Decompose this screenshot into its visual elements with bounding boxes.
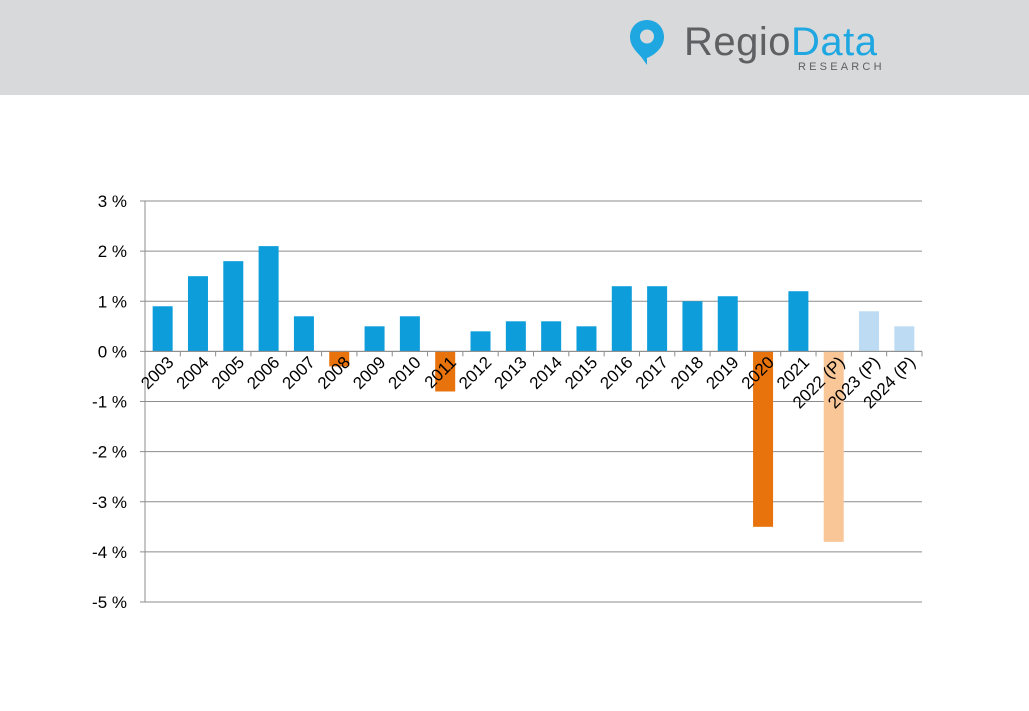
y-tick-label: -3 % — [92, 493, 127, 512]
y-tick-label: 3 % — [98, 192, 127, 211]
bar — [576, 326, 597, 352]
x-tick-label: 2004 — [173, 353, 213, 393]
brand-name: RegioData — [684, 20, 878, 64]
y-tick-label: -5 % — [92, 593, 127, 612]
bar — [329, 351, 350, 367]
bar — [152, 306, 173, 352]
x-tick-label: 2012 — [455, 353, 495, 393]
y-tick-label: -4 % — [92, 543, 127, 562]
bar — [435, 351, 456, 392]
bar — [223, 261, 244, 352]
x-tick-label: 2007 — [279, 353, 319, 393]
y-tick-label: 1 % — [98, 292, 127, 311]
location-pin-icon — [630, 20, 664, 65]
bar — [293, 316, 314, 352]
bar — [823, 351, 844, 542]
bar — [364, 326, 385, 352]
y-tick-label: 2 % — [98, 242, 127, 261]
x-tick-label: 2009 — [349, 353, 389, 393]
y-tick-label: -2 % — [92, 443, 127, 462]
x-tick-label: 2017 — [632, 353, 672, 393]
bar — [470, 331, 491, 352]
brand-name-part2: Data — [791, 20, 878, 64]
bar — [894, 326, 915, 352]
x-tick-label: 2010 — [385, 353, 425, 393]
x-tick-label: 2013 — [490, 353, 530, 393]
x-tick-label: 2014 — [526, 353, 566, 393]
bar — [859, 311, 880, 352]
x-tick-label: 2016 — [596, 353, 636, 393]
brand-subtitle: RESEARCH — [798, 61, 885, 73]
bar — [399, 316, 420, 352]
x-tick-label: 2019 — [702, 353, 742, 393]
header-band — [0, 0, 1029, 95]
x-tick-label: 2005 — [208, 353, 248, 393]
bar — [753, 351, 774, 527]
bar — [788, 291, 809, 352]
x-tick-label: 2006 — [243, 353, 283, 393]
brand-logo: RegioData RESEARCH — [628, 18, 898, 78]
bar — [505, 321, 526, 352]
bar — [187, 276, 208, 352]
y-tick-label: -1 % — [92, 393, 127, 412]
bar — [682, 301, 703, 352]
brand-name-part1: Regio — [684, 20, 792, 64]
bar — [717, 296, 738, 352]
y-tick-label: 0 % — [98, 342, 127, 361]
bar — [647, 286, 668, 352]
x-tick-label: 2003 — [137, 353, 177, 393]
x-tick-label: 2015 — [561, 353, 601, 393]
bar — [611, 286, 632, 352]
bar — [258, 246, 279, 352]
x-tick-label: 2018 — [667, 353, 707, 393]
bar — [541, 321, 562, 352]
